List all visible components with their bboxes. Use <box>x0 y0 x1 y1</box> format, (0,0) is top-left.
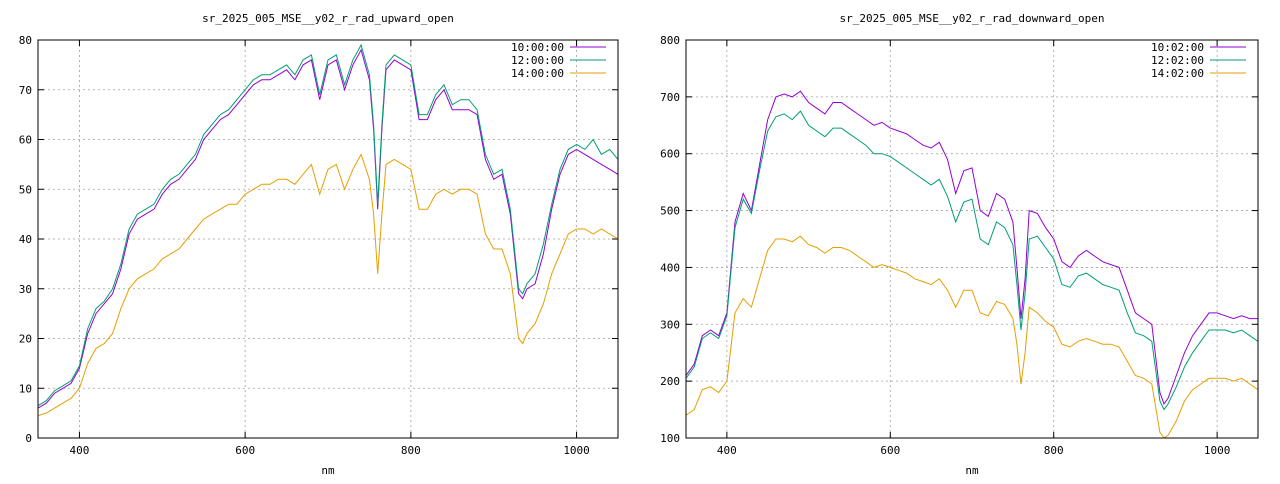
legend-label-1: 12:02:00 <box>1151 54 1204 67</box>
series-line-1 <box>38 43 618 407</box>
legend-label-0: 10:02:00 <box>1151 41 1204 54</box>
y-tick-label: 200 <box>660 375 680 388</box>
series-line-0 <box>686 90 1258 405</box>
y-tick-label: 40 <box>19 233 32 246</box>
x-tick-label: 800 <box>1044 444 1064 457</box>
series-line-2 <box>686 235 1258 438</box>
series-line-0 <box>38 48 618 409</box>
chart-title: sr_2025_005_MSE__y02_r_rad_downward_open <box>840 12 1105 25</box>
y-tick-label: 600 <box>660 148 680 161</box>
legend-label-0: 10:00:00 <box>511 41 564 54</box>
series-line-1 <box>686 110 1258 411</box>
chart-title: sr_2025_005_MSE__y02_r_rad_upward_open <box>202 12 454 25</box>
y-tick-label: 80 <box>19 34 32 47</box>
y-tick-label: 30 <box>19 283 32 296</box>
y-tick-label: 60 <box>19 134 32 147</box>
series-line-2 <box>38 153 618 417</box>
plot-frame <box>685 39 1259 439</box>
x-tick-label: 600 <box>880 444 900 457</box>
downward-radiance-chart: sr_2025_005_MSE__y02_r_rad_downward_open… <box>660 12 1259 477</box>
legend-label-2: 14:00:00 <box>511 67 564 80</box>
y-tick-label: 10 <box>19 382 32 395</box>
y-tick-label: 50 <box>19 183 32 196</box>
x-tick-label: 600 <box>235 444 255 457</box>
x-tick-label: 400 <box>717 444 737 457</box>
y-tick-label: 400 <box>660 261 680 274</box>
x-tick-label: 1000 <box>1204 444 1231 457</box>
upward-radiance-chart: sr_2025_005_MSE__y02_r_rad_upward_open 0 1… <box>19 12 619 477</box>
y-tick-label: 100 <box>660 432 680 445</box>
x-tick-label: 400 <box>69 444 89 457</box>
x-axis-label: nm <box>321 464 335 477</box>
plot-frame <box>37 39 619 439</box>
y-tick-label: 800 <box>660 34 680 47</box>
y-tick-label: 300 <box>660 318 680 331</box>
y-tick-label: 70 <box>19 84 32 97</box>
y-tick-label: 20 <box>19 333 32 346</box>
x-tick-label: 1000 <box>563 444 590 457</box>
legend-label-2: 14:02:00 <box>1151 67 1204 80</box>
x-axis-label: nm <box>965 464 979 477</box>
y-tick-label: 700 <box>660 91 680 104</box>
y-tick-label: 500 <box>660 205 680 218</box>
legend-label-1: 12:00:00 <box>511 54 564 67</box>
y-tick-label: 0 <box>25 432 32 445</box>
x-tick-label: 800 <box>401 444 421 457</box>
